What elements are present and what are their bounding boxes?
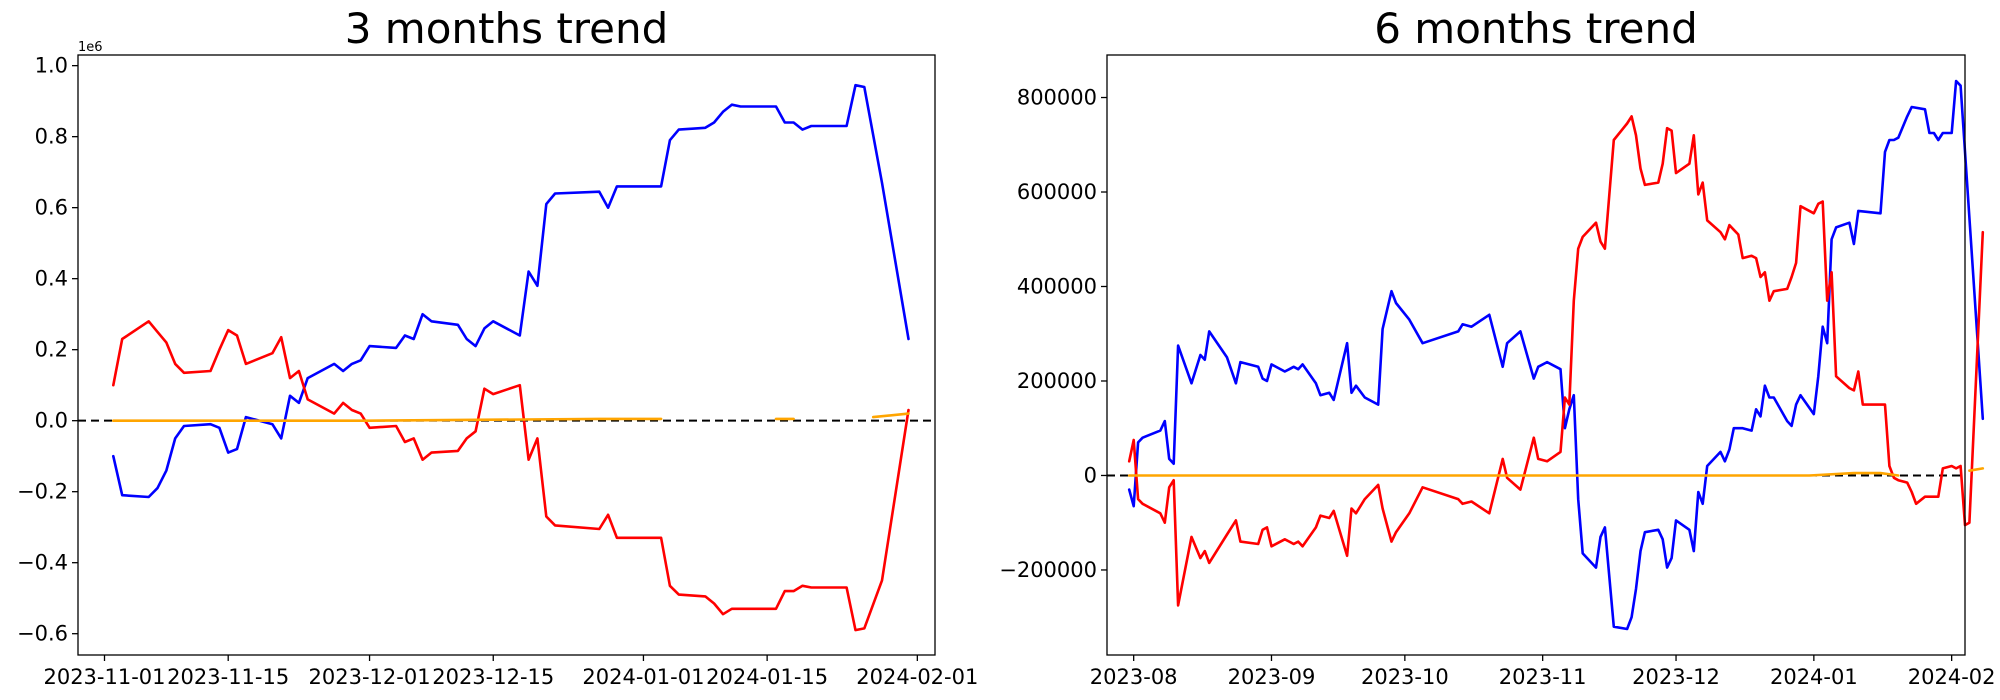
chart-6-months-trend: 6 months trend −200000 0 200000 400000 600000…	[999, 4, 1995, 689]
y-tick-label: 0.2	[35, 338, 68, 362]
x-tick-label: 2023-12-01	[309, 665, 431, 689]
y-tick-label: 1.0	[35, 54, 68, 78]
plot-frame	[77, 54, 936, 656]
x-tick-label: 2023-08	[1090, 665, 1178, 689]
x-tick-label: 2024-01-15	[706, 665, 828, 689]
y-tick-label: 400000	[1017, 274, 1097, 298]
x-tick-label: 2024-02-01	[856, 665, 978, 689]
x-tick-label: 2023-11-15	[167, 665, 289, 689]
x-tick-label: 2024-01-01	[582, 665, 704, 689]
y-tick-label: 0.8	[35, 125, 68, 149]
y-tick-label: 600000	[1017, 180, 1097, 204]
x-tick-label: 2024-01	[1770, 665, 1858, 689]
plot-frame	[1106, 54, 1966, 656]
x-tick-label: 2023-12-15	[432, 665, 554, 689]
series-line-1	[1127, 115, 1985, 607]
x-tick-label: 2023-09	[1228, 665, 1316, 689]
series-line-2	[1127, 471, 1900, 477]
y-tick-label: −200000	[999, 558, 1097, 582]
x-tick-label: 2023-12	[1632, 665, 1720, 689]
y-tick-label: −0.4	[17, 551, 68, 575]
y-tick-label: 200000	[1017, 369, 1097, 393]
series-line-2	[112, 417, 663, 423]
x-tick-label: 2023-11-01	[43, 665, 165, 689]
chart-title: 6 months trend	[1374, 4, 1698, 53]
y-tick-label: 800000	[1017, 86, 1097, 110]
series-line-0	[1127, 79, 1985, 631]
x-tick-label: 2023-11	[1499, 665, 1587, 689]
y-tick-label: −0.6	[17, 622, 68, 646]
chart-3-months-trend: 3 months trend −0.6 −0.4 −0.2 0.0 0.2 0.4 0.6 0.…	[17, 4, 978, 689]
x-tick-label: 2023-10	[1361, 665, 1449, 689]
y-tick-label: 0.4	[35, 267, 68, 291]
y-tick-label: −0.2	[17, 480, 68, 504]
series-line-4	[871, 412, 910, 419]
y-offset-label: 1e6	[78, 40, 103, 55]
y-tick-label: 0	[1084, 463, 1097, 487]
y-tick-label: 0.6	[35, 196, 68, 220]
series-line-0	[112, 83, 910, 499]
y-tick-label: 0.0	[35, 409, 68, 433]
chart-title: 3 months trend	[345, 4, 669, 53]
series-line-3	[1968, 467, 1985, 473]
x-tick-label: 2024-02	[1908, 665, 1996, 689]
series-line-1	[112, 319, 910, 632]
